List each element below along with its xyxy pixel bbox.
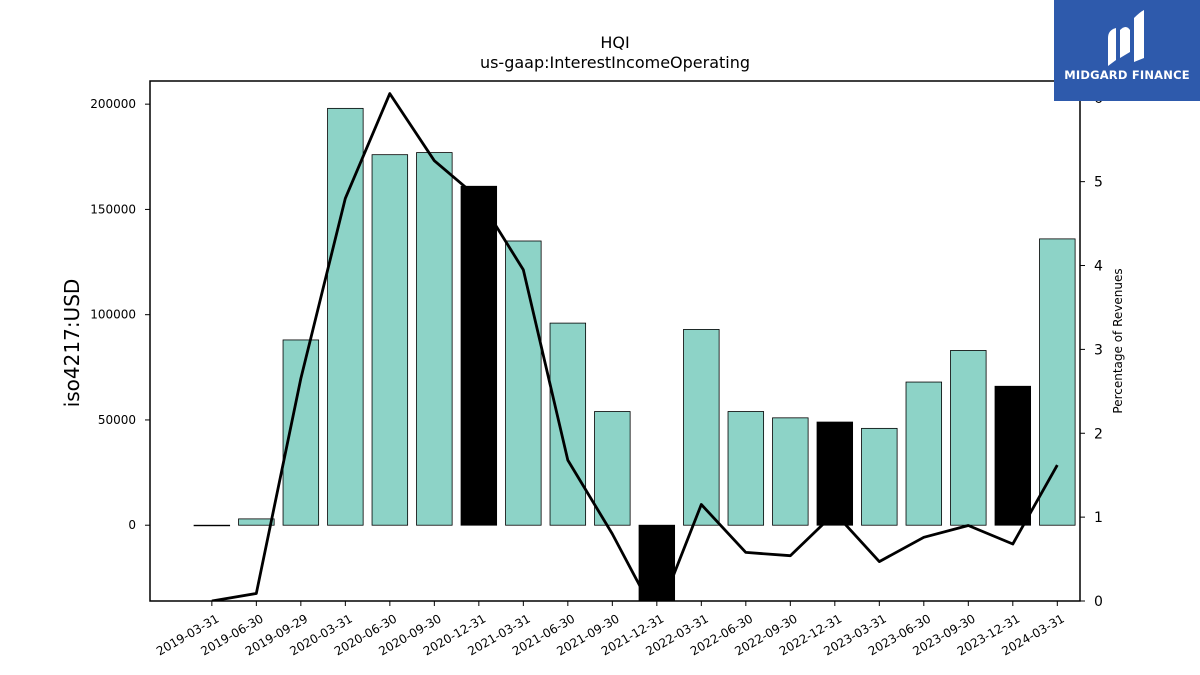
line-group [211, 92, 1059, 601]
y-axis-label: iso4217:USD [60, 279, 84, 408]
bar-2021-09-30 [594, 411, 631, 526]
y2-tick-label: 1 [1094, 510, 1103, 526]
y-tick-label: 50000 [98, 413, 136, 427]
percentage-line [211, 92, 1059, 601]
bar-2022-06-30 [727, 411, 765, 526]
bar-2020-09-30 [416, 152, 453, 526]
bar-2019-06-30 [238, 518, 275, 526]
y-tick-label: 150000 [90, 202, 136, 216]
bar-2020-06-30 [371, 154, 409, 526]
bar-2022-03-31 [683, 329, 720, 526]
y-tick-label: 100000 [90, 308, 136, 322]
y2-tick-label: 4 [1094, 259, 1103, 275]
bar-2023-09-30 [950, 350, 987, 526]
bar-2021-06-30 [549, 322, 587, 526]
bar-2022-09-30 [772, 417, 809, 526]
y-tick-label: 200000 [90, 97, 136, 111]
y2-tick-label: 5 [1094, 175, 1103, 191]
logo-mark-icon [1108, 10, 1144, 66]
y2-tick-label: 2 [1094, 426, 1103, 442]
logo-text: MIDGARD FINANCE [1064, 68, 1190, 82]
y2-tick-label: 3 [1094, 342, 1103, 358]
bar-2021-03-31 [505, 240, 542, 526]
bar-2023-06-30 [905, 381, 943, 526]
chart-title: HQI [600, 33, 629, 52]
bar-2020-03-31 [327, 107, 364, 526]
chart-subtitle: us-gaap:InterestIncomeOperating [480, 53, 750, 72]
y2-tick-label: 0 [1094, 594, 1103, 610]
bar-2022-12-31 [816, 421, 854, 526]
bar-2023-03-31 [861, 427, 898, 526]
brand-logo: MIDGARD FINANCE [1054, 0, 1200, 101]
y-tick-label: 0 [128, 518, 136, 532]
bar-2024-03-31 [1039, 238, 1076, 526]
bars-group [193, 107, 1076, 601]
bar-2023-12-31 [994, 385, 1032, 526]
bar-2019-03-31 [193, 524, 231, 527]
plot-frame [149, 80, 1081, 602]
y2-axis-label: Percentage of Revenues [1111, 268, 1125, 413]
bar-2020-12-31 [460, 185, 498, 526]
